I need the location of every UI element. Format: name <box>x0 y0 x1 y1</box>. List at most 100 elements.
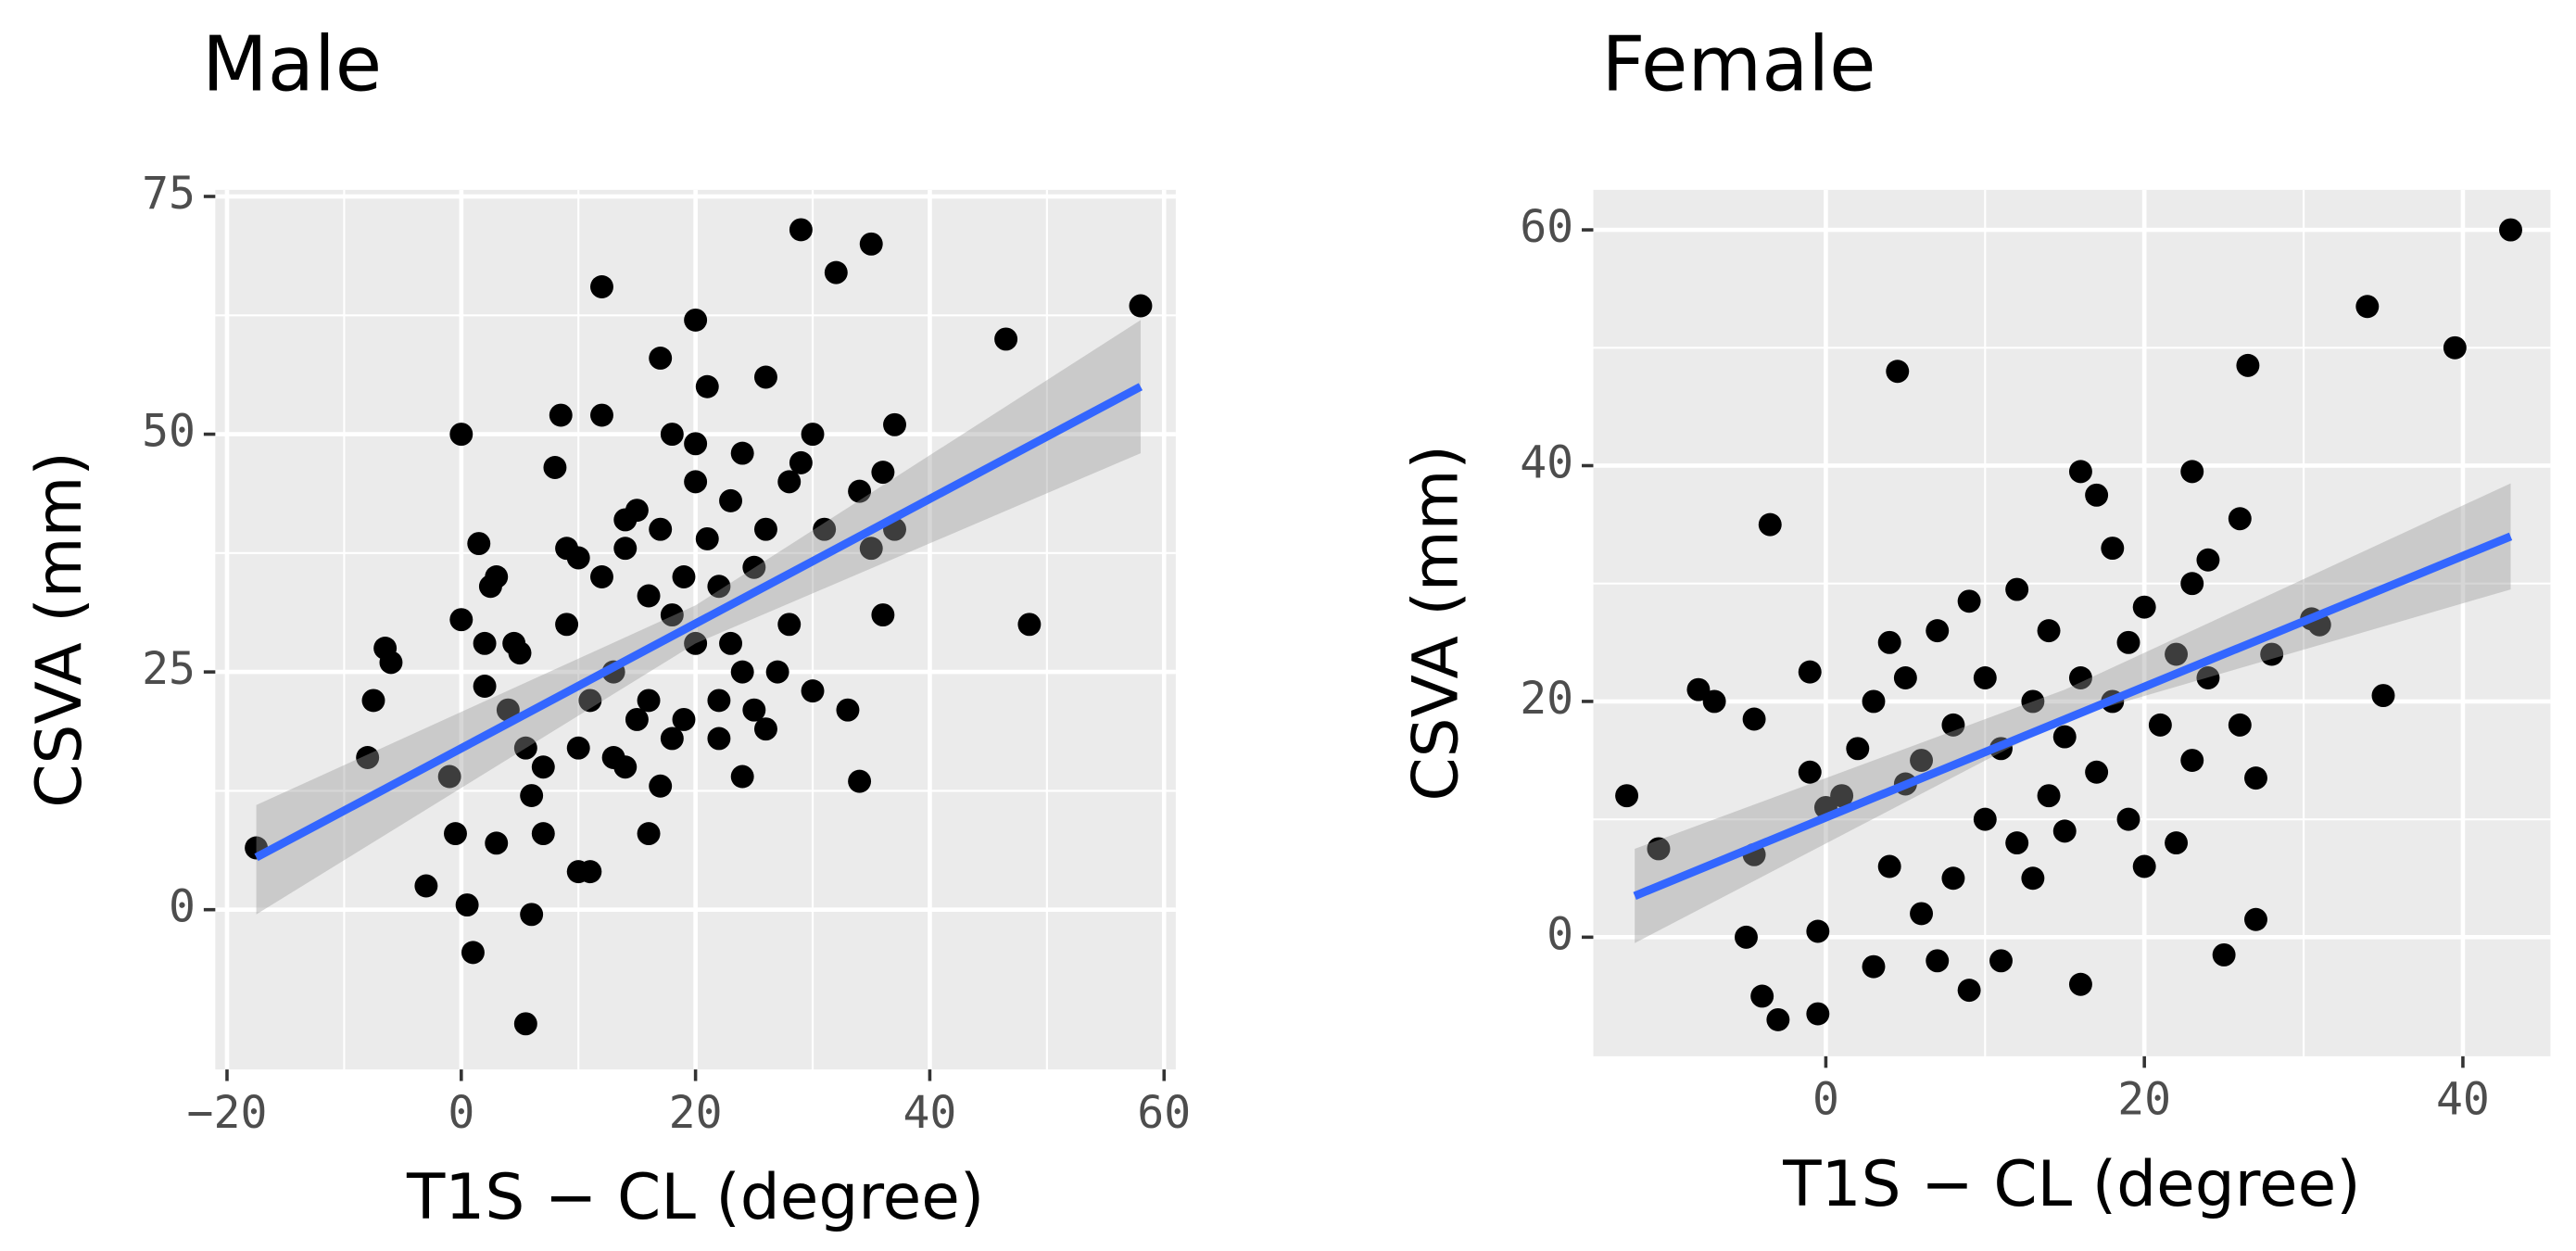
data-point <box>531 822 555 846</box>
data-point <box>1686 677 1711 701</box>
data-point <box>707 689 731 713</box>
data-point <box>2068 460 2092 484</box>
data-point <box>2228 507 2252 531</box>
data-point <box>777 613 802 637</box>
data-point <box>871 603 895 627</box>
data-point <box>1750 984 1774 1008</box>
x-tick-label: 20 <box>669 1087 723 1139</box>
data-point <box>1735 925 1758 949</box>
data-point <box>994 327 1018 351</box>
data-point <box>1941 713 1965 737</box>
data-point <box>437 764 461 789</box>
data-point <box>1886 360 1910 384</box>
x-tick-label: 0 <box>1812 1074 1839 1126</box>
data-point <box>2085 760 2109 784</box>
y-tick-label: 25 <box>142 643 196 695</box>
data-point <box>742 555 766 579</box>
data-point <box>813 517 837 541</box>
data-point <box>2180 572 2204 596</box>
data-point <box>1806 1002 1830 1026</box>
data-point <box>2165 831 2189 855</box>
data-point <box>871 461 895 485</box>
x-tick-label: 0 <box>448 1087 474 1139</box>
data-point <box>2180 460 2204 484</box>
data-point <box>2228 713 2252 737</box>
x-tick-label: 60 <box>1137 1087 1191 1139</box>
y-tick-label: 40 <box>1520 436 1573 488</box>
data-point <box>1957 589 1981 613</box>
y-axis-label: CSVA (mm) <box>22 451 95 808</box>
data-point <box>1862 689 1886 714</box>
data-point <box>883 412 906 436</box>
data-point <box>1910 749 1934 773</box>
data-point <box>1877 630 1901 654</box>
data-point <box>549 403 573 427</box>
data-point <box>672 707 696 731</box>
fit-line <box>1633 532 2513 900</box>
chart-title: Male <box>202 20 382 108</box>
data-point <box>1893 666 1917 689</box>
data-point <box>2116 807 2140 831</box>
data-point <box>1798 760 1822 784</box>
data-point <box>2355 295 2380 319</box>
data-point <box>753 517 777 541</box>
data-point <box>2244 907 2267 931</box>
data-point <box>719 631 743 655</box>
data-point <box>730 441 754 465</box>
data-point <box>684 470 708 494</box>
data-point <box>753 365 777 389</box>
data-point <box>637 689 661 713</box>
x-tick-label: −20 <box>187 1087 268 1139</box>
y-tick-label: 60 <box>1520 201 1573 253</box>
data-point <box>1702 689 1726 714</box>
data-point <box>2165 642 2189 666</box>
data-point <box>531 755 555 779</box>
data-point <box>461 941 485 965</box>
data-point <box>555 613 579 637</box>
data-point <box>660 423 684 447</box>
data-point <box>695 526 719 550</box>
data-point <box>520 903 544 927</box>
data-point <box>2132 854 2156 878</box>
data-point <box>789 450 813 474</box>
x-axis-label: T1S − CL (degree) <box>406 1160 984 1233</box>
data-point <box>2196 666 2220 689</box>
data-point <box>444 822 467 846</box>
data-point <box>707 727 731 751</box>
data-point <box>508 641 532 665</box>
data-point <box>2180 749 2204 773</box>
data-point <box>2212 942 2236 967</box>
data-point <box>1973 807 1997 831</box>
x-tick-label: 40 <box>903 1087 956 1139</box>
y-axis-label: CSVA (mm) <box>1398 445 1471 802</box>
fit-line <box>254 383 1143 862</box>
data-point <box>753 717 777 741</box>
data-point <box>789 218 813 242</box>
data-point <box>649 346 673 370</box>
data-point <box>2443 335 2467 360</box>
data-point <box>449 423 474 447</box>
data-point <box>1877 854 1901 878</box>
data-point <box>2236 353 2260 377</box>
data-point <box>2068 666 2092 689</box>
data-point <box>625 707 649 731</box>
y-tick-label: 0 <box>169 881 196 933</box>
x-tick-label: 40 <box>2436 1074 2490 1126</box>
data-point <box>520 784 544 807</box>
data-point <box>2196 548 2220 572</box>
data-point <box>2037 619 2061 643</box>
data-point <box>467 532 491 556</box>
data-point <box>455 893 479 917</box>
data-point <box>1615 784 1639 808</box>
data-point <box>801 423 825 447</box>
data-point <box>2005 831 2029 855</box>
data-point <box>848 769 872 793</box>
data-point <box>660 603 684 627</box>
data-point <box>730 764 754 789</box>
data-point <box>414 874 438 898</box>
y-tick-label: 0 <box>1547 908 1573 960</box>
data-point <box>2085 483 2109 507</box>
data-point <box>2244 766 2267 790</box>
